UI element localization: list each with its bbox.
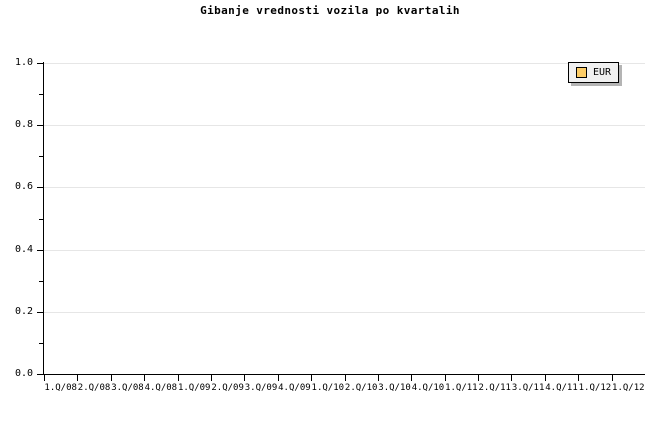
y-axis-label: 0.0 xyxy=(14,368,33,379)
x-axis-label: 3.Q/08 xyxy=(111,383,144,393)
x-axis-tick xyxy=(578,375,579,381)
x-axis-label: 1.Q/12 xyxy=(612,383,645,393)
y-axis-tick-minor xyxy=(39,342,43,344)
x-axis-tick xyxy=(445,375,446,381)
x-axis-tick xyxy=(178,375,179,381)
x-axis-tick xyxy=(111,375,112,381)
y-axis-tick-major xyxy=(37,125,43,127)
x-axis-tick xyxy=(378,375,379,381)
y-axis-tick-major xyxy=(37,187,43,189)
x-axis-label: 1.Q/10 xyxy=(311,383,345,393)
chart-legend[interactable]: EUR xyxy=(568,62,620,83)
chart-title: Gibanje vrednosti vozila po kvartalih xyxy=(200,4,460,17)
gridline xyxy=(44,249,645,251)
y-axis-tick-major xyxy=(37,311,43,313)
x-axis-label: 1.Q/09 xyxy=(177,383,211,393)
x-axis-tick xyxy=(345,375,346,381)
legend-swatch-eur xyxy=(576,67,587,78)
y-axis-tick-minor xyxy=(39,218,43,220)
gridline xyxy=(44,187,645,189)
x-axis-label: 2.Q/08 xyxy=(77,383,111,393)
x-axis-label: 4.Q/08 xyxy=(144,383,178,393)
x-axis-tick xyxy=(244,375,245,381)
y-axis-label: 0.4 xyxy=(14,243,33,255)
y-axis-tick-minor xyxy=(39,94,43,96)
x-axis-label: 4.Q/10 xyxy=(411,383,445,393)
x-axis-label: 3.Q/10 xyxy=(378,383,411,393)
x-axis-tick xyxy=(77,375,78,381)
x-axis-label: 2.Q/09 xyxy=(211,383,244,393)
y-axis-tick-major xyxy=(37,374,43,375)
x-axis-label: 1.Q/11 xyxy=(445,383,478,393)
gridline xyxy=(44,311,645,313)
x-axis-tick xyxy=(278,375,279,381)
x-axis-label: 2.Q/10 xyxy=(344,383,378,393)
y-axis-label: 0.8 xyxy=(14,119,33,131)
x-axis-label: 2.Q/11 xyxy=(478,383,511,393)
x-axis-tick xyxy=(511,375,512,381)
x-axis-label: 3.Q/11 xyxy=(511,383,545,393)
y-axis-tick-minor xyxy=(39,280,43,282)
y-axis-tick-minor xyxy=(39,156,43,158)
x-axis-tick xyxy=(211,375,212,381)
y-axis-tick-major xyxy=(37,249,43,251)
legend-label-eur: EUR xyxy=(593,67,612,78)
x-axis-spine xyxy=(43,374,645,375)
y-axis-spine xyxy=(43,62,44,375)
gridline xyxy=(44,63,645,64)
x-axis-tick xyxy=(411,375,412,381)
x-axis-label: 4.Q/11 xyxy=(545,383,578,393)
x-axis-tick xyxy=(612,375,613,381)
y-axis-label: 1.0 xyxy=(14,57,33,68)
y-axis-tick-major xyxy=(37,63,43,64)
x-axis-tick xyxy=(44,375,45,381)
x-axis-tick xyxy=(311,375,312,381)
gridlines-layer xyxy=(44,63,645,374)
x-axis-tick xyxy=(144,375,145,381)
gridline xyxy=(44,125,645,127)
y-axis-label: 0.2 xyxy=(14,305,33,317)
x-axis-label: 1.Q/08 xyxy=(44,383,77,393)
x-axis-tick xyxy=(545,375,546,381)
x-axis-tick xyxy=(478,375,479,381)
x-axis-label: 4.Q/09 xyxy=(278,383,311,393)
y-axis-label: 0.6 xyxy=(14,181,33,193)
x-axis-label: 3.Q/09 xyxy=(244,383,278,393)
plot-area xyxy=(44,63,645,374)
x-axis-label: 1.Q/12 xyxy=(578,383,612,393)
